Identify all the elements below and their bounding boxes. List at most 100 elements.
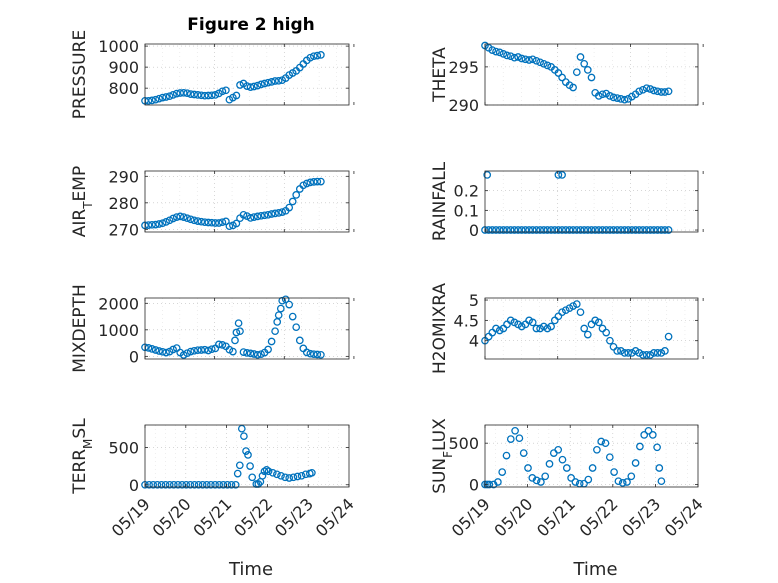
data-point xyxy=(528,55,537,64)
data-point xyxy=(239,210,248,219)
data-point xyxy=(517,54,526,63)
data-point xyxy=(492,324,500,333)
data-point xyxy=(644,426,653,435)
data-point xyxy=(635,87,644,96)
data-point xyxy=(591,226,600,234)
y-tick-label: 500 xyxy=(448,434,479,453)
data-point xyxy=(223,480,232,489)
data-point xyxy=(650,86,658,95)
data-point xyxy=(572,68,581,77)
data-point xyxy=(532,476,541,485)
data-point xyxy=(207,480,215,489)
data-point xyxy=(609,226,618,234)
data-point xyxy=(537,478,545,486)
data-point xyxy=(554,69,563,77)
data-point xyxy=(597,437,606,446)
data-point xyxy=(169,91,177,99)
y-axis-label: H2OMIXRA xyxy=(430,283,450,374)
data-point xyxy=(650,226,658,234)
data-point xyxy=(572,300,581,308)
data-point xyxy=(594,318,603,327)
y-axis-label: SUNFLUX xyxy=(430,418,455,494)
x-tick-label: 05/20 xyxy=(149,494,195,540)
data-point xyxy=(583,226,592,234)
data-point xyxy=(631,226,640,234)
subplot-6: 4 4.55 H2OMIXRA xyxy=(430,283,704,374)
data-point xyxy=(179,213,188,221)
data-point xyxy=(646,226,655,234)
data-point xyxy=(236,81,244,89)
data-point xyxy=(587,73,596,82)
data-point xyxy=(606,92,614,100)
data-point xyxy=(317,177,325,186)
data-point xyxy=(309,178,318,186)
data-point xyxy=(165,480,174,489)
data-point xyxy=(225,222,234,231)
y-axis-label: MIXDEPTH xyxy=(70,284,90,373)
data-point xyxy=(635,349,644,357)
data-point xyxy=(664,332,673,341)
y-tick-label: 0.1 xyxy=(454,201,479,220)
data-point xyxy=(236,327,244,336)
data-point xyxy=(561,306,570,315)
data-point xyxy=(278,296,287,305)
x-tick-label: 05/22 xyxy=(576,494,622,540)
data-point xyxy=(594,92,603,100)
data-point xyxy=(264,78,272,87)
data-point xyxy=(250,350,258,358)
data-point xyxy=(499,226,508,234)
y-tick-label: 500 xyxy=(108,438,139,457)
data-point xyxy=(620,95,629,104)
data-point xyxy=(302,348,311,357)
data-point xyxy=(528,226,537,234)
y-tick-label: 5 xyxy=(469,291,479,310)
data-point xyxy=(605,453,614,462)
data-point xyxy=(543,324,552,333)
data-point xyxy=(244,451,252,459)
data-point xyxy=(161,480,170,489)
data-point xyxy=(624,349,633,357)
data-point xyxy=(558,73,566,82)
x-axis-label: Time xyxy=(228,559,273,580)
data-point xyxy=(547,322,555,331)
data-point xyxy=(186,215,195,224)
y-tick-label: 4 xyxy=(469,332,479,351)
data-point xyxy=(618,479,627,487)
data-point xyxy=(576,308,585,317)
data-point xyxy=(628,349,636,357)
data-point xyxy=(151,346,160,354)
data-point xyxy=(532,324,541,333)
data-point xyxy=(218,87,227,96)
subplot-3: 270 280 290 AIRTEMP xyxy=(70,166,355,239)
y-tick-label: 0 xyxy=(129,476,139,495)
data-point xyxy=(664,87,673,96)
data-point xyxy=(539,59,548,68)
data-point xyxy=(231,336,239,345)
data-point xyxy=(246,349,255,358)
data-point xyxy=(495,326,504,335)
data-point xyxy=(260,211,269,220)
data-point xyxy=(240,432,248,441)
data-point xyxy=(297,471,306,480)
x-axis-label: Time xyxy=(572,559,617,580)
data-point xyxy=(233,469,242,478)
data-point xyxy=(583,330,592,339)
data-point xyxy=(545,460,554,468)
x-tick-label: 05/24 xyxy=(312,494,358,540)
data-point xyxy=(176,212,185,221)
data-point xyxy=(623,478,631,486)
y-tick-label: 900 xyxy=(108,58,139,77)
data-point xyxy=(506,316,515,325)
data-point xyxy=(149,480,158,489)
plot-area xyxy=(145,171,349,232)
x-tick-label: 05/19 xyxy=(448,494,494,540)
data-point xyxy=(281,473,289,482)
data-point xyxy=(583,66,592,74)
data-point xyxy=(207,91,216,100)
axes-box xyxy=(144,170,350,233)
data-point xyxy=(576,53,585,61)
y-axis-label: AIRTEMP xyxy=(70,166,95,237)
data-point xyxy=(172,89,181,98)
y-tick-label: 280 xyxy=(108,194,139,213)
